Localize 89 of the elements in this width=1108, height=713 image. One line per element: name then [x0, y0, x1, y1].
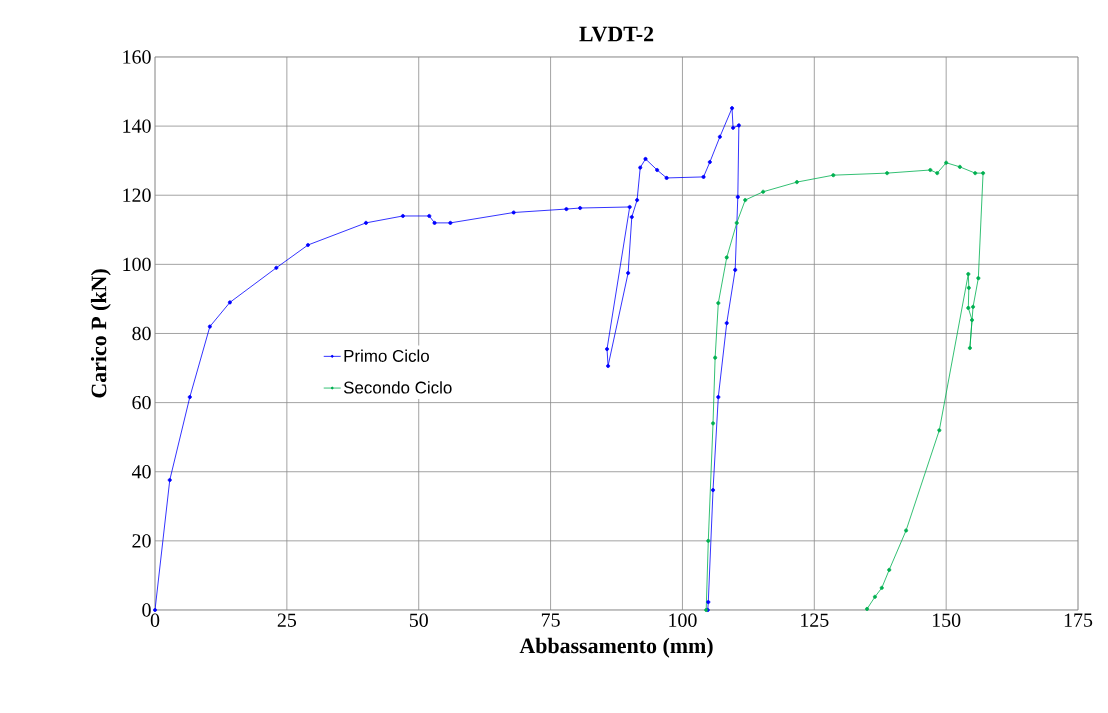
point [707, 160, 712, 165]
x-tick-label: 125 [801, 613, 829, 627]
point [981, 171, 986, 176]
point [638, 165, 643, 170]
point [448, 220, 453, 225]
point [511, 210, 516, 215]
point [400, 213, 405, 218]
y-tick-label: 60 [132, 395, 151, 410]
x-tick-label: 75 [541, 613, 560, 627]
chart-title: LVDT-2 [579, 26, 654, 42]
point [305, 243, 310, 247]
x-axis-title: Abbassamento (mm) [519, 637, 713, 658]
point [935, 171, 940, 176]
point [937, 428, 942, 433]
point [973, 171, 978, 176]
point [701, 174, 706, 179]
point [887, 567, 892, 572]
point [716, 395, 721, 400]
point [626, 271, 631, 275]
y-axis-title: Carico P (kN) [90, 269, 111, 398]
point [976, 276, 981, 281]
point [731, 125, 736, 130]
point [865, 606, 870, 611]
point [957, 164, 962, 169]
point [971, 304, 976, 309]
y-tick-label: 0 [142, 603, 151, 617]
point [227, 300, 232, 305]
point [872, 594, 877, 599]
point [153, 607, 157, 612]
point [794, 180, 799, 185]
y-tick-label: 80 [132, 326, 151, 341]
y-tick-label: 120 [123, 188, 151, 202]
point [743, 198, 748, 203]
point [706, 538, 711, 543]
point [944, 160, 949, 165]
legend-label: Secondo Ciclo [343, 381, 452, 394]
point [643, 156, 648, 161]
point [733, 267, 738, 272]
x-tick-label: 150 [932, 613, 961, 627]
x-tick-label: 25 [277, 613, 297, 627]
point [730, 106, 735, 111]
point [605, 347, 610, 352]
point [966, 285, 971, 290]
point [724, 321, 729, 326]
point [274, 265, 279, 270]
point [187, 395, 192, 400]
point [879, 585, 884, 590]
point [655, 168, 660, 172]
point [207, 324, 212, 329]
legend-label: Primo Ciclo [344, 349, 429, 362]
y-tick-label: 20 [132, 534, 151, 548]
point [713, 355, 718, 360]
y-tick-label: 140 [123, 119, 151, 133]
point [970, 318, 974, 322]
y-tick-label: 160 [123, 50, 151, 64]
point [966, 272, 971, 277]
point [578, 206, 583, 211]
point [432, 220, 437, 225]
point [734, 220, 739, 225]
point [831, 173, 836, 178]
point [736, 123, 741, 128]
point [885, 171, 890, 176]
point [363, 220, 368, 225]
x-tick-label: 50 [409, 613, 428, 627]
point [716, 301, 721, 306]
point [966, 305, 971, 310]
point [735, 194, 740, 199]
point [904, 528, 909, 533]
y-tick-label: 100 [123, 257, 151, 272]
point [635, 198, 640, 203]
y-tick-label: 40 [131, 465, 151, 479]
point [564, 207, 569, 212]
point [724, 255, 729, 260]
point [167, 478, 172, 483]
point [427, 213, 432, 218]
x-tick-label: 0 [150, 613, 160, 627]
point [627, 204, 632, 209]
point [928, 168, 933, 172]
point [711, 421, 716, 426]
x-tick-label: 175 [1064, 613, 1093, 627]
point [761, 189, 766, 194]
point [664, 175, 669, 180]
point [706, 600, 711, 605]
point [629, 215, 634, 219]
point [967, 346, 972, 350]
point [717, 134, 722, 139]
point [606, 363, 611, 368]
x-tick-label: 100 [669, 613, 697, 627]
point [711, 488, 716, 493]
